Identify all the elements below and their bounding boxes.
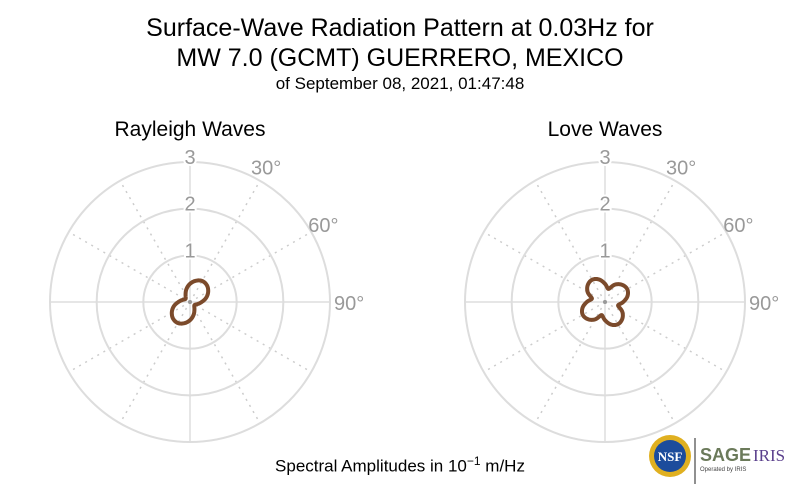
- radial-gridline: [119, 180, 191, 303]
- radial-gridline: [604, 231, 727, 303]
- radial-tick-label: 3: [184, 147, 195, 169]
- radial-gridline: [604, 180, 676, 303]
- radial-gridline: [534, 180, 606, 303]
- svg-text:NSF: NSF: [658, 449, 683, 464]
- radial-tick-label: 2: [599, 194, 610, 216]
- radial-tick-label: 2: [184, 194, 195, 216]
- nsf-sage-iris-logo: NSF SAGE IRIS Operated by IRIS: [648, 434, 798, 484]
- radial-gridline: [483, 301, 606, 373]
- angle-tick-label: 90°: [334, 293, 364, 315]
- ring-gridline: [510, 207, 700, 397]
- radial-gridline: [604, 301, 727, 373]
- iris-wordmark: IRIS: [753, 446, 785, 465]
- footer-suffix: m/Hz: [480, 456, 525, 476]
- chart-title-line2: MW 7.0 (GCMT) GUERRERO, MEXICO: [176, 44, 624, 72]
- love-title: Love Waves: [547, 118, 663, 141]
- radial-gridline: [68, 301, 191, 373]
- radial-gridline: [119, 301, 191, 424]
- ring-gridline: [464, 161, 746, 443]
- chart-title-line1: Surface-Wave Radiation Pattern at 0.03Hz…: [146, 14, 654, 42]
- rayleigh-title: Rayleigh Waves: [114, 118, 266, 141]
- radial-gridline: [189, 301, 312, 373]
- radial-tick-label: 3: [599, 147, 610, 169]
- rayleigh-pattern-curve: [169, 278, 211, 326]
- radial-gridline: [534, 301, 606, 424]
- radial-tick-label: 1: [599, 240, 610, 262]
- radial-gridline: [68, 231, 191, 303]
- ring-gridline: [142, 254, 238, 350]
- radial-tick-label: 1: [184, 240, 195, 262]
- angle-tick-label: 60°: [723, 215, 753, 237]
- chart-subtitle: of September 08, 2021, 01:47:48: [275, 74, 525, 93]
- radial-gridline: [189, 180, 261, 303]
- footer-exponent: −1: [466, 454, 481, 468]
- footer-units: Spectral Amplitudes in 10−1 m/Hz: [0, 454, 800, 477]
- angle-tick-label: 30°: [251, 158, 281, 180]
- ring-gridline: [95, 207, 285, 397]
- angle-tick-label: 30°: [666, 158, 696, 180]
- radial-gridline: [604, 301, 676, 424]
- love-pattern-curve: [579, 276, 631, 328]
- radial-gridline: [483, 231, 606, 303]
- center-point: [603, 300, 607, 304]
- ring-gridline: [49, 161, 331, 443]
- angle-tick-label: 90°: [749, 293, 779, 315]
- center-point: [188, 300, 192, 304]
- operated-by: Operated by IRIS: [700, 467, 746, 473]
- footer-prefix: Spectral Amplitudes in 10: [275, 456, 467, 476]
- radial-gridline: [189, 231, 312, 303]
- angle-tick-label: 60°: [308, 215, 338, 237]
- ring-gridline: [557, 254, 653, 350]
- nsf-seal: NSF: [649, 435, 691, 477]
- radial-gridline: [189, 301, 261, 424]
- sage-wordmark: SAGE: [700, 445, 751, 465]
